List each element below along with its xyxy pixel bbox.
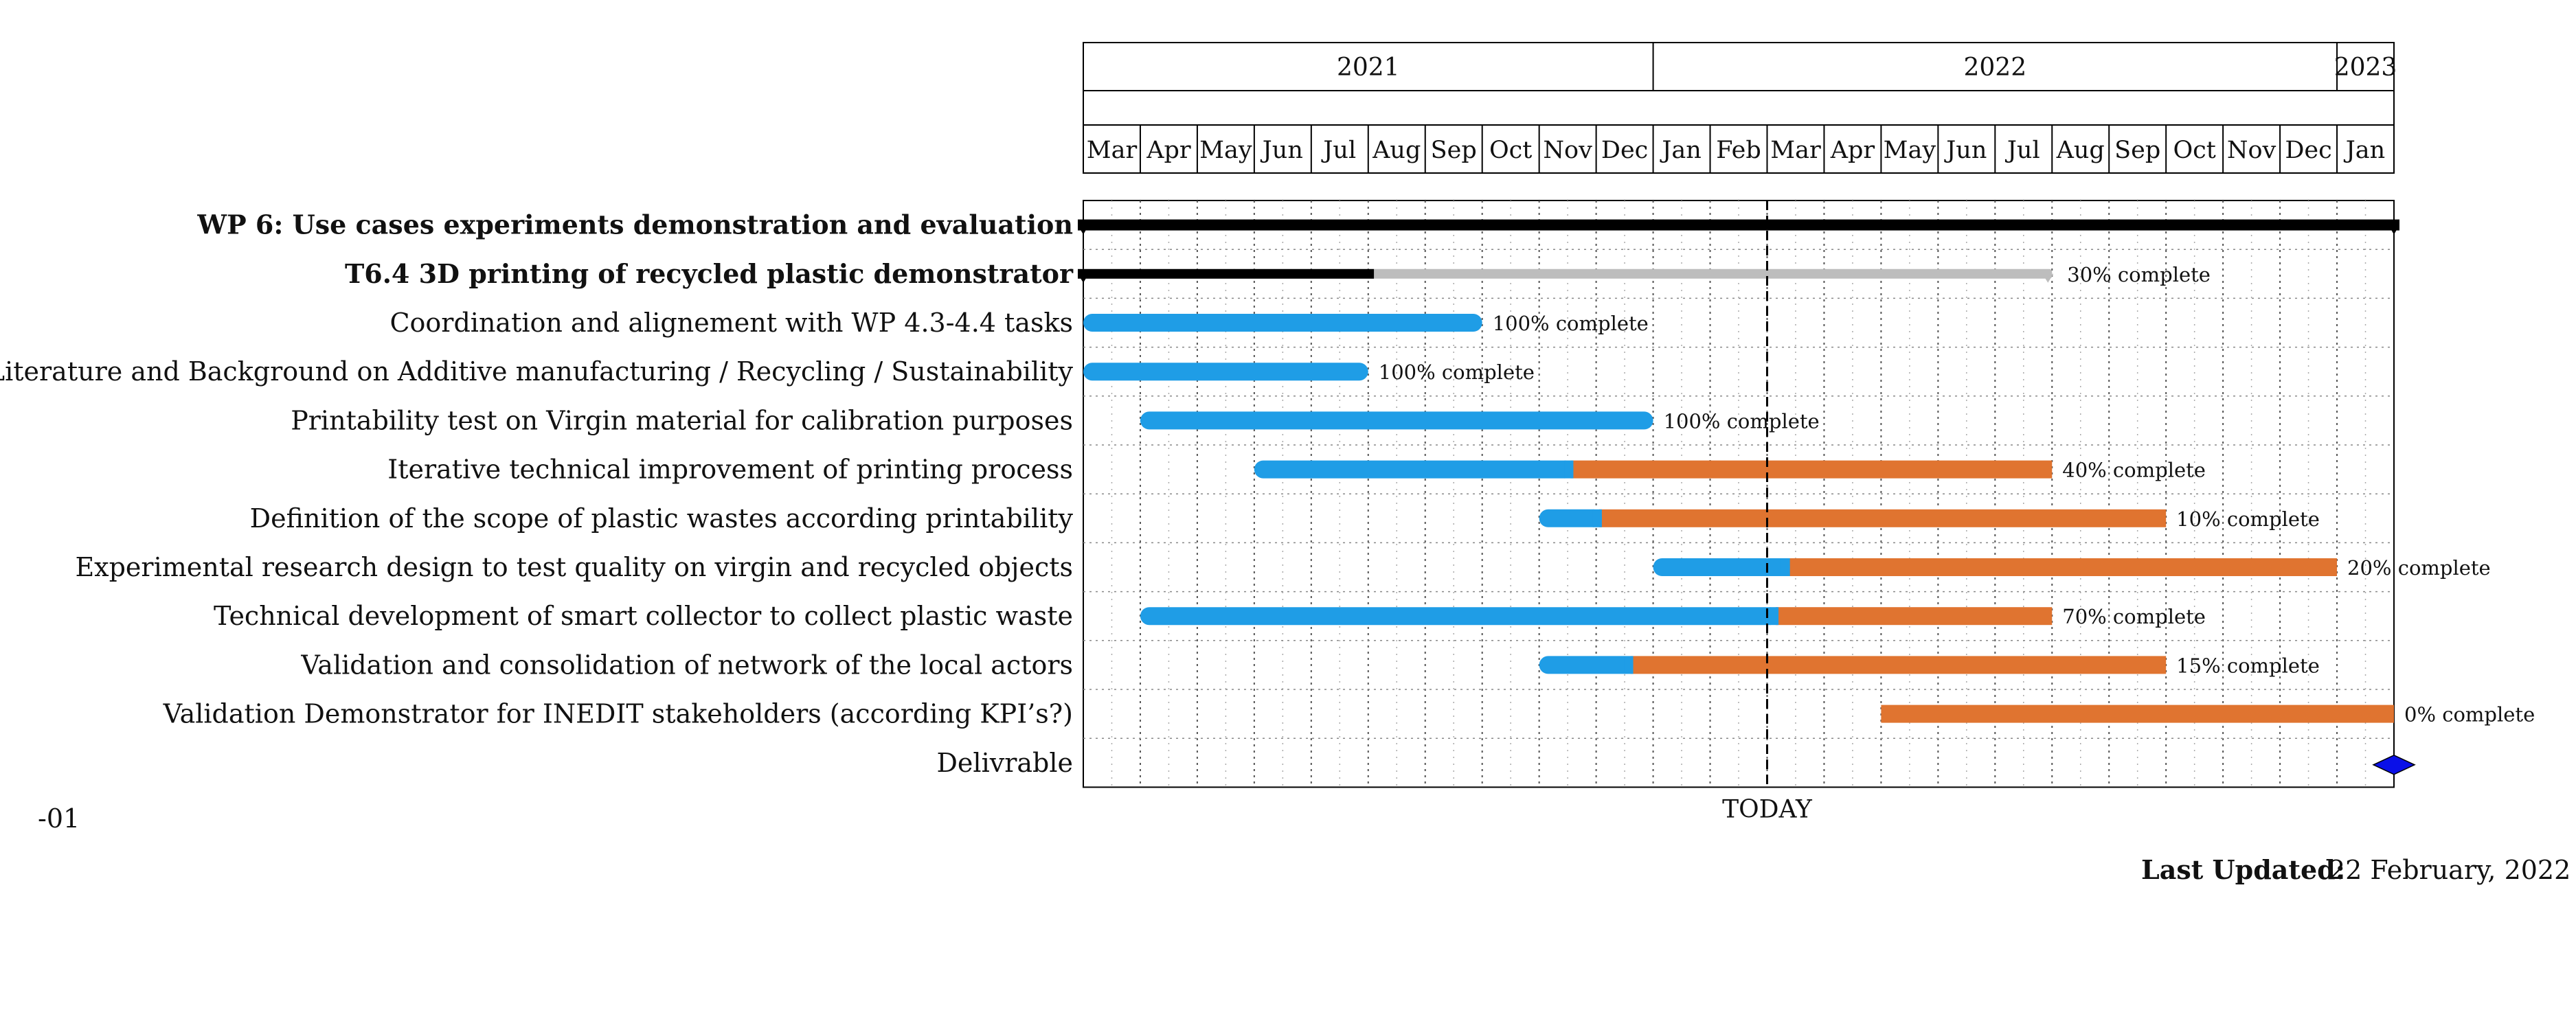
month-label: Sep (2114, 137, 2160, 164)
progress-label: 100% complete (1493, 312, 1649, 335)
bar-remaining (1776, 607, 2053, 626)
month-label: Mar (1087, 137, 1138, 164)
month-label: Dec (2285, 137, 2331, 164)
bar-remaining (1570, 460, 2053, 479)
progress-label: 10% complete (2176, 507, 2320, 531)
task-label: Printability test on Virgin material for… (291, 405, 1073, 435)
task-label: Definition of the scope of plastic waste… (250, 503, 1074, 534)
today-label: TODAY (1722, 795, 1813, 823)
bar-done (1653, 558, 1790, 576)
progress-label: 100% complete (1664, 409, 1820, 433)
month-label: Oct (1489, 137, 1532, 164)
year-label: 2021 (1337, 54, 1400, 82)
progress-label: 100% complete (1379, 360, 1535, 384)
task-bar-end-cap (2042, 273, 2054, 283)
task-label: Validation Demonstrator for INEDIT stake… (163, 699, 1073, 729)
task-bar-done (1078, 268, 1375, 279)
month-label: Apr (1830, 137, 1875, 164)
month-label: Feb (1716, 137, 1761, 164)
today-marker: TODAY (1722, 201, 1813, 823)
bar-done-join (1624, 656, 1634, 674)
timeline-header: 2021 2022 2023 Mar Apr May Jun Jul Aug Sep Oct Nov D… (1083, 42, 2397, 174)
progress-label: 40% complete (2062, 459, 2206, 482)
month-label: Aug (2056, 137, 2105, 164)
month-label: Apr (1146, 137, 1191, 164)
task-label: Technical development of smart collector… (214, 601, 1073, 631)
header-spacer-frame (1083, 90, 2395, 126)
bar-done-join (1770, 607, 1779, 626)
bar-done-join (1592, 509, 1602, 527)
task-bar-start-cap (1078, 273, 1089, 283)
bar-remaining (1787, 558, 2338, 576)
bars-layer: 30% complete 100% complete 100% complete 10… (1078, 219, 2535, 775)
task-label: T6.4 3D printing of recycled plastic dem… (345, 258, 1074, 289)
task-labels: WP 6: Use cases experiments demonstratio… (0, 209, 1074, 778)
task-label: Delivrable (936, 748, 1073, 778)
progress-label: 70% complete (2062, 605, 2206, 628)
bar-remaining (1630, 656, 2167, 674)
month-label: Nov (2227, 137, 2276, 164)
progress-label: 0% complete (2404, 703, 2535, 726)
last-updated-value: 22 February, 2022 (2329, 855, 2571, 885)
month-label: May (1884, 137, 1936, 164)
bar-done-join (1781, 558, 1790, 576)
wp-bar-start-cap (1078, 225, 1089, 235)
wp-bar-end-cap (2388, 225, 2399, 235)
task-label: Literature and Background on Additive ma… (0, 356, 1074, 387)
progress-label: 15% complete (2176, 654, 2320, 677)
progress-label: 30% complete (2067, 263, 2211, 286)
bar-done (1539, 509, 1602, 527)
month-label: Jun (1944, 137, 1987, 164)
bar-done (1140, 607, 1779, 626)
month-label: Dec (1601, 137, 1648, 164)
task-label: WP 6: Use cases experiments demonstratio… (196, 209, 1073, 240)
month-label: Nov (1543, 137, 1592, 164)
month-label: Jul (2005, 137, 2040, 164)
month-label: Jan (2344, 137, 2385, 164)
bar-done (1083, 363, 1368, 381)
bar-done (1083, 314, 1482, 332)
grid-layer (1083, 200, 2395, 788)
bar-remaining (1598, 509, 2167, 527)
month-label: Jul (1321, 137, 1356, 164)
year-header-frame (1083, 42, 2395, 91)
wp-bar (1078, 219, 2399, 231)
year-label: 2023 (2334, 54, 2397, 82)
month-label: May (1199, 137, 1252, 164)
footer-left-note: -01 (38, 803, 80, 834)
month-label: Mar (1770, 137, 1821, 164)
milestone-diamond (2372, 754, 2416, 775)
bar-remaining (1881, 705, 2394, 723)
month-label: Jan (1660, 137, 1701, 164)
bar-done-join (1564, 460, 1574, 479)
task-label: Validation and consolidation of network … (300, 650, 1073, 680)
progress-label: 20% complete (2347, 556, 2491, 580)
bar-done (1539, 656, 1634, 674)
task-label: Coordination and alignement with WP 4.3-… (389, 308, 1073, 338)
task-label: Experimental research design to test qua… (75, 552, 1073, 582)
bar-done (1140, 411, 1653, 430)
month-label: Aug (1372, 137, 1421, 164)
month-label: Oct (2173, 137, 2215, 164)
month-label: Jun (1261, 137, 1303, 164)
last-updated-label: Last Updated: (2141, 854, 2345, 885)
bar-done (1254, 460, 1574, 479)
year-label: 2022 (1963, 54, 2026, 82)
task-label: Iterative technical improvement of print… (387, 455, 1073, 485)
month-label: Sep (1431, 137, 1477, 164)
